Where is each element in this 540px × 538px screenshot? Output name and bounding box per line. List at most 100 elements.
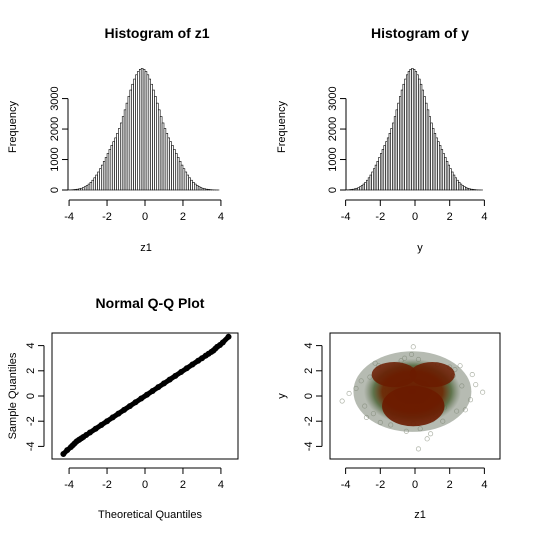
qq-point <box>155 384 162 391</box>
y-tick-label: 0 <box>25 393 37 399</box>
qq-point <box>115 410 122 417</box>
x-tick-label: -2 <box>102 211 112 223</box>
panel-4-y-axis: -4 -2 0 2 4 <box>303 343 323 452</box>
qq-point <box>172 372 179 379</box>
qq-point <box>160 380 167 387</box>
panel-2-title: Histogram of y <box>371 25 469 41</box>
scatter-point <box>469 372 475 378</box>
qq-point <box>212 345 219 352</box>
x-tick-label: -4 <box>64 479 74 491</box>
panel-3-y-label: Sample Quantiles <box>7 352 19 439</box>
qq-point <box>225 333 232 340</box>
x-tick-label: 2 <box>447 211 453 223</box>
qq-point <box>60 450 67 457</box>
panel-2-bars <box>341 68 483 191</box>
y-tick-label: 2000 <box>327 117 339 141</box>
y-tick-label: 0 <box>327 187 339 193</box>
qq-point <box>92 425 99 432</box>
x-tick-label: -2 <box>102 479 112 491</box>
panel-scatter-z1-y: -4 -2 0 2 4 -4 -2 0 2 4 z1 y <box>276 332 501 521</box>
qq-point <box>121 406 128 413</box>
scatter-point <box>346 390 352 397</box>
scatter-density-lobe <box>409 361 455 388</box>
x-tick-label: 4 <box>218 479 224 491</box>
y-tick-label: -4 <box>303 442 315 452</box>
qq-point <box>86 429 93 436</box>
panel-3-frame <box>51 332 239 460</box>
qq-point <box>178 369 185 376</box>
qq-point <box>132 399 139 406</box>
y-tick-label: -2 <box>303 416 315 426</box>
qq-point <box>67 444 74 451</box>
qq-point <box>210 347 217 354</box>
x-tick-label: 2 <box>447 479 453 491</box>
panel-4-points <box>339 344 486 452</box>
y-tick-label: 2000 <box>49 117 61 141</box>
qq-point <box>126 403 133 410</box>
qq-point <box>109 414 116 421</box>
y-tick-label: 3000 <box>327 86 339 110</box>
panel-2-y-axis: 0 1000 2000 3000 <box>327 86 347 193</box>
y-tick-label: 3000 <box>49 86 61 110</box>
x-tick-label: 0 <box>142 479 148 491</box>
x-tick-label: -4 <box>341 211 351 223</box>
scatter-point <box>339 398 345 404</box>
scatter-point <box>415 446 422 452</box>
panel-3-y-axis: -4 -2 0 2 4 <box>25 343 45 452</box>
panel-4-frame <box>329 332 501 460</box>
qq-point <box>149 387 156 394</box>
qq-point <box>64 447 71 454</box>
panel-3-x-label: Theoretical Quantiles <box>98 509 202 521</box>
scatter-point <box>428 431 434 437</box>
x-tick-label: -2 <box>375 211 385 223</box>
x-tick-label: 4 <box>218 211 224 223</box>
qq-point <box>183 365 190 372</box>
panel-2-x-label: y <box>417 242 423 254</box>
y-tick-label: 4 <box>303 343 315 349</box>
scatter-point <box>473 382 479 388</box>
x-tick-label: -2 <box>375 479 385 491</box>
qq-point <box>143 391 150 398</box>
panel-4-x-axis: -4 -2 0 2 4 <box>341 467 487 491</box>
qq-point <box>71 440 78 447</box>
y-tick-label: -4 <box>25 442 37 452</box>
x-tick-label: -4 <box>64 211 74 223</box>
y-tick-label: 1000 <box>49 147 61 171</box>
x-tick-label: 2 <box>180 211 186 223</box>
scatter-density-lobe <box>371 361 417 388</box>
panel-qq-plot: Normal Q-Q Plot -4 -2 0 2 4 -4 -2 0 2 4 Theoreti… <box>7 295 239 521</box>
panel-1-x-axis: -4 -2 0 2 4 <box>64 199 224 223</box>
panel-4-x-label: z1 <box>414 509 426 521</box>
qq-point <box>166 376 173 383</box>
panel-3-points <box>60 333 232 457</box>
qq-point <box>104 418 111 425</box>
qq-point <box>138 395 145 402</box>
y-tick-label: -2 <box>25 416 37 426</box>
y-tick-label: 4 <box>25 343 37 349</box>
x-tick-label: -4 <box>341 479 351 491</box>
panel-3-title: Normal Q-Q Plot <box>96 295 205 311</box>
x-tick-label: 0 <box>412 479 418 491</box>
panel-1-bars <box>64 68 220 191</box>
scatter-point <box>424 436 430 442</box>
panel-4-y-label: y <box>276 393 288 399</box>
qq-point <box>98 421 105 428</box>
qq-point <box>189 361 196 368</box>
qq-point <box>69 442 76 449</box>
y-tick-label: 2 <box>303 368 315 374</box>
qq-point <box>219 339 226 346</box>
panel-3-x-axis: -4 -2 0 2 4 <box>64 467 224 491</box>
panel-histogram-y: Histogram of y -4 -2 0 2 4 0 1000 2000 3000 y F… <box>276 25 487 254</box>
panel-1-x-label: z1 <box>140 242 152 254</box>
panel-2-y-label: Frequency <box>276 101 288 153</box>
panel-1-title: Histogram of z1 <box>104 25 209 41</box>
panel-1-y-axis: 0 1000 2000 3000 <box>49 86 69 193</box>
y-tick-label: 0 <box>303 393 315 399</box>
x-tick-label: 4 <box>481 211 487 223</box>
panel-histogram-z1: Histogram of z1 -4 -2 0 2 4 0 1000 2000 3000 z1… <box>7 25 224 254</box>
scatter-point <box>410 344 416 350</box>
x-tick-label: 0 <box>412 211 418 223</box>
scatter-point <box>480 389 486 395</box>
y-tick-label: 2 <box>25 368 37 374</box>
